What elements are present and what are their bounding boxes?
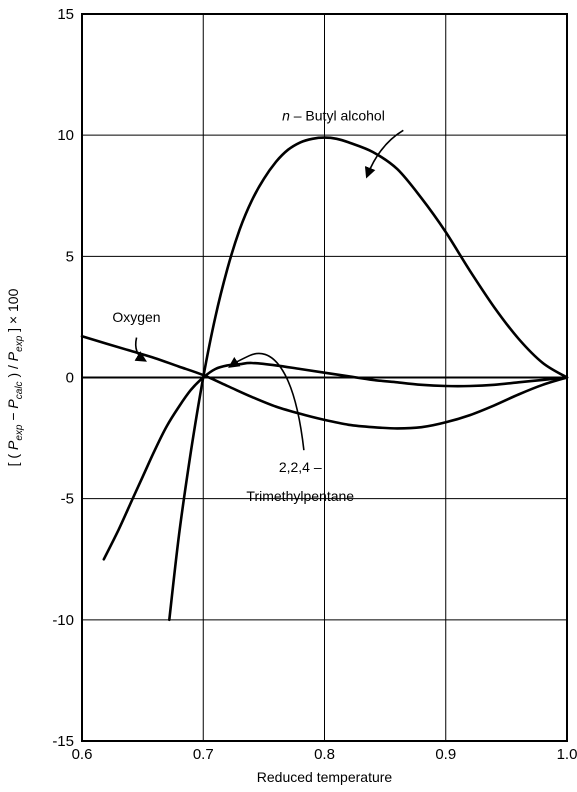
grid bbox=[82, 14, 567, 741]
x-tick-label: 0.7 bbox=[193, 746, 214, 763]
x-tick-label: 1.0 bbox=[557, 746, 577, 763]
x-tick-label: 0.8 bbox=[314, 746, 335, 763]
y-tick-label: 0 bbox=[66, 370, 74, 387]
y-tick-label: -5 bbox=[61, 491, 74, 508]
y-tick-label: 15 bbox=[57, 6, 74, 23]
y-axis-label: [ ( Pexp − Pcalc ) / Pexp ] × 100 bbox=[5, 288, 25, 466]
label-oxygen: Oxygen bbox=[112, 309, 160, 325]
x-axis-label: Reduced temperature bbox=[257, 769, 393, 785]
label-butyl-alcohol: n – Butyl alcohol bbox=[282, 108, 385, 124]
y-tick-label: 10 bbox=[57, 127, 74, 144]
label-trimethylpentane-line1: 2,2,4 – bbox=[279, 459, 322, 475]
arrow-oxygen bbox=[134, 337, 147, 362]
tick-labels: 0.6 0.7 0.8 0.9 1.0 -15 -10 -5 0 5 10 15 bbox=[52, 6, 577, 763]
arrow-butyl-alcohol bbox=[364, 129, 404, 179]
series-line-trimethylpentane bbox=[102, 361, 569, 561]
x-tick-label: 0.9 bbox=[435, 746, 456, 763]
y-tick-label: -15 bbox=[52, 733, 74, 750]
y-tick-label: 5 bbox=[66, 248, 74, 265]
annotations: n – Butyl alcohol Oxygen 2,2,4 – Trimethylp… bbox=[112, 108, 404, 504]
label-trimethylpentane-line2: Trimethylpentane bbox=[246, 488, 354, 504]
series-line-oxygen bbox=[80, 335, 569, 430]
series-line-butyl-alcohol bbox=[168, 136, 569, 622]
arrow-trimethylpentane bbox=[228, 352, 305, 451]
series-lines bbox=[80, 136, 569, 622]
y-tick-label: -10 bbox=[52, 612, 74, 629]
x-tick-label: 0.6 bbox=[72, 746, 93, 763]
